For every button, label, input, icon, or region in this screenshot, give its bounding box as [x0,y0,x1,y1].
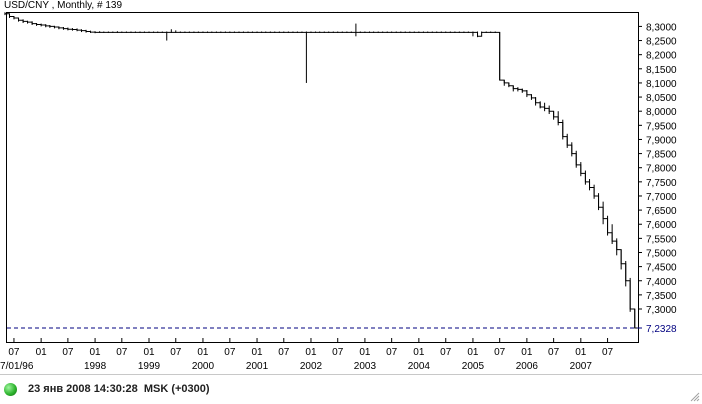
y-tick-label: 8,1500 [646,65,677,76]
x-year-label: 2007 [570,361,593,372]
y-tick-label: 8,0500 [646,93,677,104]
y-tick-label: 7,9000 [646,135,677,146]
x-tick-label: 01 [143,347,155,358]
x-tick-label: 07 [170,347,182,358]
x-tick-label: 01 [359,347,371,358]
y-tick-label: 7,3500 [646,291,677,302]
y-axis: 8,3000 8,2500 8,2000 8,1500 8,1000 8,0500 8,00… [638,22,677,316]
y-tick-label: 7,6500 [646,206,677,217]
x-tick-label: 07 [332,347,344,358]
x-tick-label: 01 [521,347,533,358]
x-tick-label: 07 [386,347,398,358]
x-year-label: 2001 [246,361,269,372]
x-tick-label: 07 [62,347,74,358]
x-tick-label: 01 [575,347,587,358]
price-series [4,12,639,329]
x-year-label: 2006 [516,361,539,372]
y-tick-label: 8,2000 [646,51,677,62]
x-year-label: 07/01/96 [0,361,34,372]
y-tick-label: 7,8500 [646,150,677,161]
x-tick-label: 07 [278,347,290,358]
x-tick-label: 07 [602,347,614,358]
y-tick-label: 7,7500 [646,178,677,189]
x-tick-label: 01 [90,347,102,358]
status-bar: 23 янв 2008 14:30:28 MSK (+0300) [0,374,702,404]
y-tick-label: 7,9500 [646,121,677,132]
last-value-label: 7,2328 [646,324,677,335]
x-tick-label: 01 [251,347,263,358]
x-tick-label: 01 [305,347,317,358]
resize-grip-icon[interactable] [690,392,700,402]
y-tick-label: 7,3000 [646,305,677,316]
x-tick-label: 01 [413,347,425,358]
y-tick-label: 8,3000 [646,22,677,33]
x-year-label: 2003 [354,361,377,372]
y-tick-label: 7,4500 [646,263,677,274]
price-line [4,13,639,329]
x-tick-label: 01 [36,347,48,358]
y-tick-label: 7,5000 [646,248,677,259]
x-year-label: 2002 [300,361,323,372]
x-year-label: 2005 [462,361,485,372]
x-tick-label: 07 [494,347,506,358]
plot-area-border [6,12,639,343]
x-year-label: 2000 [192,361,215,372]
y-tick-label: 7,4000 [646,277,677,288]
chart-plot: 7,2328 8,3000 8,2500 8,2000 8,1500 8,1000 8,0… [0,12,677,372]
status-timestamp: 23 янв 2008 14:30:28 MSK (+0300) [28,383,210,395]
y-tick-label: 8,1000 [646,79,677,90]
chart-title: USD/CNY , Monthly, # 139 [4,0,123,11]
x-axis: 07 01 07 01 07 01 07 01 07 01 07 01 07 01 07 01 07 01 07 01… [0,338,614,372]
x-tick-label: 07 [440,347,452,358]
y-tick-label: 7,7000 [646,192,677,203]
last-value-line: 7,2328 [7,324,677,335]
y-tick-label: 7,8000 [646,164,677,175]
x-tick-label: 07 [224,347,236,358]
x-year-label: 2004 [408,361,431,372]
x-tick-label: 01 [197,347,209,358]
x-year-label: 1998 [84,361,107,372]
connection-status-icon [4,383,17,396]
y-tick-label: 8,0000 [646,107,677,118]
y-tick-label: 8,2500 [646,37,677,48]
x-year-label: 1999 [138,361,161,372]
x-tick-label: 07 [8,347,20,358]
y-tick-label: 7,6000 [646,220,677,231]
x-tick-label: 07 [548,347,560,358]
x-tick-label: 01 [467,347,479,358]
x-tick-label: 07 [116,347,128,358]
y-tick-label: 7,5500 [646,234,677,245]
